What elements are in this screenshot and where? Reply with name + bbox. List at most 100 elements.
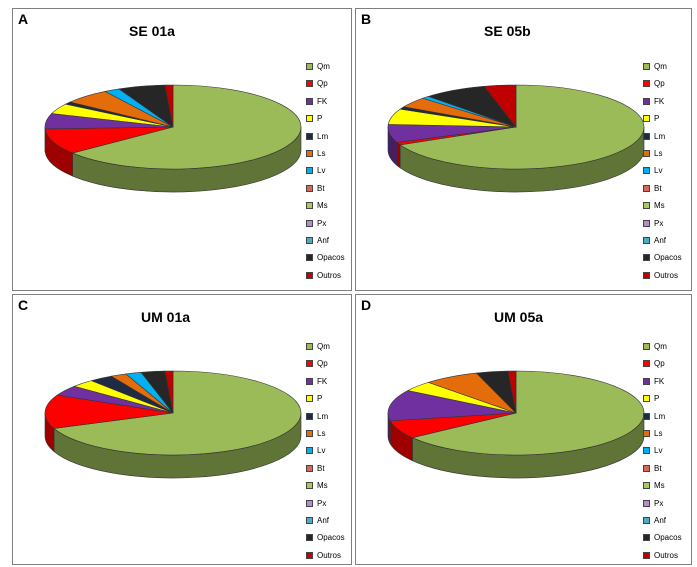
legend-label-opacos: Opacos: [317, 533, 345, 543]
pie-slice-outros-d: [507, 370, 517, 414]
chart-panel-c: C UM 01a Qm Qp FK P Lm Ls Lv Bt Ms Px Anf Opacos Out…: [12, 294, 352, 565]
legend-swatch-ls: [643, 150, 650, 157]
chart-panel-d: D UM 05a Qm Qp FK P Lm Ls Lv Bt Ms Px Anf Opacos Out…: [355, 294, 692, 565]
legend-swatch-p: [306, 115, 313, 123]
legend-swatch-opacos: [306, 534, 313, 542]
chart-panel-a: A SE 01a Qm Qp FK P Lm Ls Lv Bt Ms Px Anf Opacos Out…: [12, 8, 352, 291]
legend-label-px: Px: [317, 218, 327, 228]
legend-label-p: P: [317, 394, 323, 404]
legend-swatch-lv: [306, 167, 313, 175]
pie-slice-qm-c: [53, 370, 302, 456]
legend-label-p: P: [654, 114, 660, 124]
panel-letter-c: C: [18, 297, 29, 313]
pie-chart-c: [44, 370, 302, 479]
legend-swatch-lm: [306, 412, 313, 420]
chart-title-d: UM 05a: [494, 309, 544, 325]
legend-swatch-qm: [306, 63, 313, 70]
legend-swatch-bt: [643, 464, 650, 472]
legend-label-opacos: Opacos: [317, 253, 345, 263]
legend-swatch-opacos: [643, 534, 650, 542]
legend-label-ms: Ms: [317, 201, 328, 211]
legend-swatch-px: [306, 219, 313, 227]
legend-swatch-qp: [306, 80, 313, 88]
legend-swatch-outros: [643, 271, 650, 279]
pie-slice-qp-a: [44, 126, 174, 154]
legend-swatch-opacos: [643, 254, 650, 262]
legend-swatch-qm: [643, 63, 650, 70]
legend-swatch-ms: [306, 202, 313, 210]
legend-label-anf: Anf: [654, 516, 667, 525]
legend-label-qm: Qm: [317, 342, 330, 351]
chart-title-c: UM 01a: [141, 309, 191, 325]
legend-label-qp: Qp: [317, 359, 328, 369]
legend-swatch-anf: [306, 237, 313, 244]
legend-swatch-qm: [306, 343, 313, 350]
legend-label-qm: Qm: [654, 342, 667, 351]
legend-label-qm: Qm: [317, 62, 330, 71]
legend-swatch-bt: [306, 184, 313, 192]
legend-swatch-p: [643, 115, 650, 123]
pie-slice-outros-b: [483, 84, 517, 128]
chart-title-b: SE 05b: [484, 23, 531, 39]
panel-letter-b: B: [361, 11, 372, 27]
legend-label-p: P: [317, 114, 323, 124]
legend-swatch-px: [643, 219, 650, 227]
legend-swatch-ls: [643, 430, 650, 437]
legend-swatch-qm: [643, 343, 650, 350]
legend-swatch-lm: [643, 132, 650, 140]
legend-swatch-anf: [306, 517, 313, 524]
legend-swatch-ms: [306, 482, 313, 490]
legend-label-fk: FK: [654, 96, 665, 106]
pie-slice-outros-c: [164, 370, 174, 414]
legend-label-ms: Ms: [654, 201, 665, 211]
legend-swatch-opacos: [306, 254, 313, 262]
legend-swatch-fk: [643, 97, 650, 105]
legend-swatch-bt: [306, 464, 313, 472]
legend-swatch-qp: [643, 360, 650, 368]
legend-label-outros: Outros: [317, 270, 342, 280]
legend-swatch-outros: [306, 271, 313, 279]
legend-swatch-anf: [643, 237, 650, 244]
legend-swatch-ms: [643, 482, 650, 490]
legend-label-lv: Lv: [317, 446, 326, 456]
legend-swatch-p: [306, 395, 313, 403]
legend-label-lv: Lv: [654, 166, 663, 176]
chart-title-a: SE 01a: [129, 23, 175, 39]
legend-label-qp: Qp: [317, 79, 328, 89]
legend-swatch-lv: [643, 167, 650, 175]
legend-swatch-outros: [643, 551, 650, 559]
pie-slice-outros-a: [164, 84, 174, 128]
pie-side-qp-b: [396, 141, 401, 169]
legend-label-opacos: Opacos: [654, 533, 682, 543]
legend-swatch-fk: [643, 377, 650, 385]
legend-label-ls: Ls: [654, 149, 663, 158]
chart-panel-b: B SE 05b Qm Qp FK P Lm Ls Lv Bt Ms Px Anf Opacos Out…: [355, 8, 692, 291]
legend-label-fk: FK: [654, 376, 665, 386]
panel-letter-a: A: [18, 11, 29, 27]
legend-label-qm: Qm: [654, 62, 667, 71]
legend-swatch-lm: [306, 132, 313, 140]
legend-label-lm: Lm: [654, 411, 666, 421]
legend-label-lm: Lm: [317, 131, 329, 141]
legend-label-qp: Qp: [654, 359, 665, 369]
legend-swatch-anf: [643, 517, 650, 524]
legend-swatch-px: [643, 499, 650, 507]
legend-swatch-lv: [306, 447, 313, 455]
panel-letter-d: D: [361, 297, 372, 313]
legend-label-px: Px: [654, 218, 664, 228]
legend-label-px: Px: [317, 498, 327, 508]
legend-label-fk: FK: [317, 376, 328, 386]
pie-chart-b: [387, 84, 645, 193]
legend-label-lm: Lm: [317, 411, 329, 421]
legend-label-bt: Bt: [654, 183, 662, 193]
legend-label-anf: Anf: [654, 236, 667, 245]
legend-swatch-fk: [306, 377, 313, 385]
legend-swatch-fk: [306, 97, 313, 105]
pie-slice-qp-c: [44, 394, 174, 429]
legend-label-bt: Bt: [317, 463, 325, 473]
legend-swatch-ls: [306, 430, 313, 437]
legend-label-anf: Anf: [317, 236, 330, 245]
legend-swatch-px: [306, 499, 313, 507]
pie-slice-fk-d: [387, 390, 517, 422]
pie-chart-a: [44, 84, 302, 193]
